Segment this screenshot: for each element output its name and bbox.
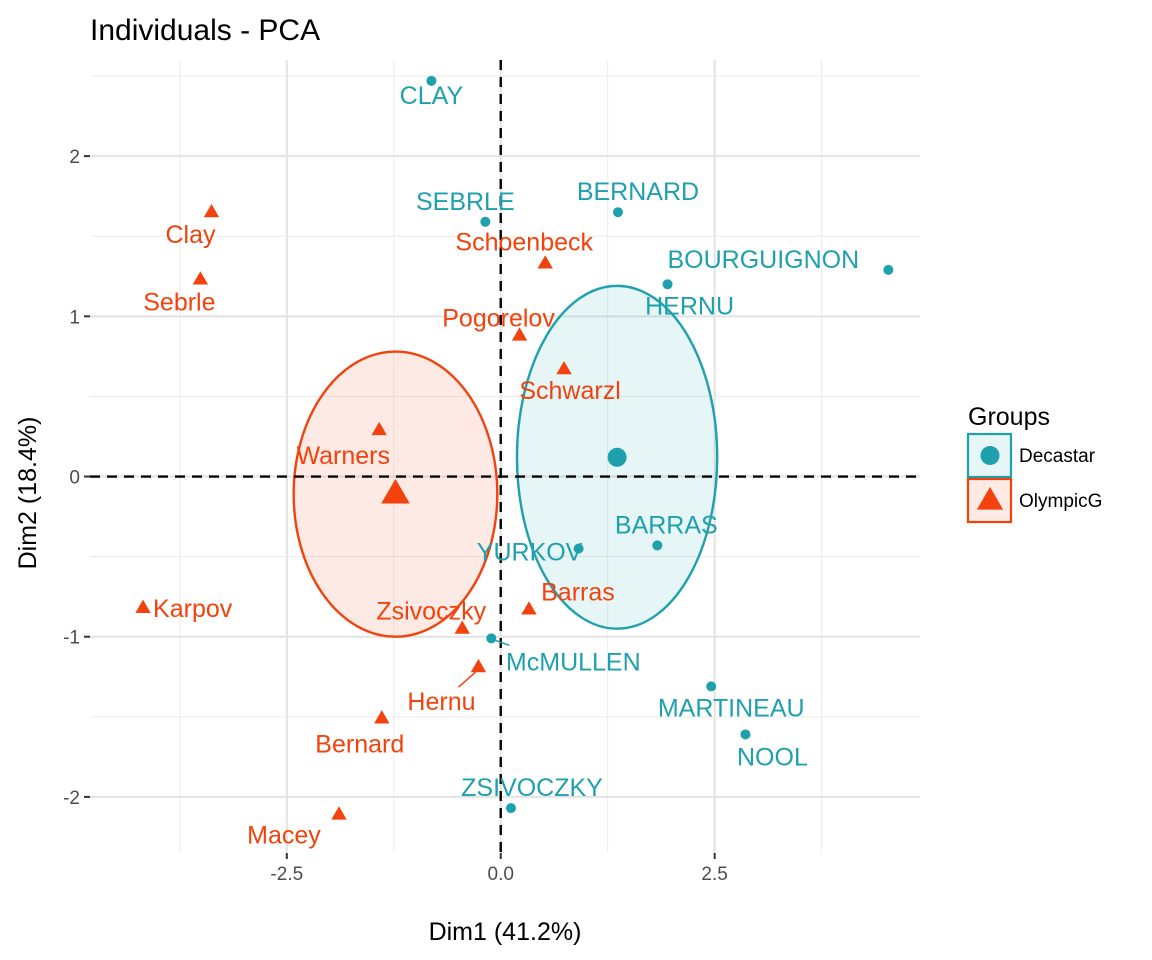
connector-mcmullen [495, 639, 510, 647]
point-bernard [374, 710, 390, 724]
connector-hernu [457, 671, 476, 688]
point-label-hernu: HERNU [645, 292, 734, 320]
point-label-barras: BARRAS [615, 511, 718, 539]
point-label-mcmullen: McMULLEN [506, 648, 641, 676]
point-warners [371, 421, 387, 436]
point-schwarzl [556, 360, 572, 375]
point-clay [203, 203, 220, 218]
y-tick-label: 0 [69, 468, 80, 489]
point-label-schoenbeck: Schoenbeck [455, 228, 593, 256]
point-label-bernard: BERNARD [577, 178, 699, 206]
point-label-schwarzl: Schwarzl [519, 377, 620, 405]
point-label-yurkov: YURKOV [477, 539, 583, 567]
x-tick-label: 0.0 [488, 864, 514, 885]
point-label-macey: Macey [247, 822, 321, 850]
x-tick-label: 2.5 [701, 864, 727, 885]
point-karpov [135, 599, 151, 613]
point-yurkov [573, 543, 584, 554]
y-axis-title: Dim2 (18.4%) [14, 417, 42, 570]
grid-major [90, 60, 920, 853]
y-tick-label: 1 [69, 307, 80, 328]
point-label-pogorelov: Pogorelov [442, 305, 555, 333]
point-bernard [612, 207, 623, 218]
y-tick-label: 2 [69, 147, 80, 168]
group-centroids [381, 447, 627, 504]
centroid-olympicg [381, 478, 410, 504]
point-bourguignon [883, 264, 894, 275]
legend-symbol-olympicg [976, 486, 1004, 510]
point-pogorelov [511, 327, 528, 341]
point-sebrle [480, 216, 491, 227]
point-clay [426, 75, 437, 86]
point-hernu [662, 279, 673, 290]
point-label-sebrle: SEBRLE [416, 188, 515, 216]
y-tick-label: -2 [63, 788, 80, 809]
point-zsivoczky [454, 620, 470, 634]
x-axis: -2.5 0.0 2.5 [270, 853, 728, 885]
data-points [135, 75, 894, 820]
point-sebrle [192, 271, 209, 285]
label-connectors [457, 639, 510, 688]
point-label-clay: Clay [165, 221, 216, 249]
point-nool [740, 729, 751, 740]
reference-lines [90, 60, 920, 853]
legend-label-olympicg: OlympicG [1019, 491, 1102, 512]
chart-title: Individuals - PCA [90, 14, 320, 47]
legend-label-decastar: Decastar [1019, 446, 1096, 467]
point-mcmullen [486, 633, 497, 644]
point-label-bernard: Bernard [315, 730, 404, 758]
point-label-nool: NOOL [737, 743, 808, 771]
point-label-warners: Warners [296, 442, 390, 470]
point-martineau [706, 681, 717, 692]
point-macey [331, 806, 347, 820]
point-label-zsivoczky: Zsivoczky [376, 598, 486, 626]
point-label-hernu: Hernu [407, 688, 475, 716]
point-barras [521, 601, 537, 615]
point-zsivoczky [505, 803, 516, 814]
grid-minor [90, 60, 920, 853]
point-label-sebrle: Sebrle [143, 288, 215, 316]
point-label-martineau: MARTINEAU [658, 694, 805, 722]
point-barras [652, 540, 663, 551]
y-axis: -2 -1 0 1 2 [63, 147, 90, 809]
point-schoenbeck [537, 255, 553, 269]
point-hernu [470, 658, 487, 673]
x-axis-title: Dim1 (41.2%) [429, 918, 582, 946]
y-tick-label: -1 [63, 628, 80, 649]
point-label-karpov: Karpov [153, 595, 233, 623]
centroid-decastar [607, 447, 627, 467]
legend-title: Groups [968, 403, 1050, 431]
point-label-zsivoczky: ZSIVOCZKY [461, 774, 603, 802]
point-labels: CLAY SEBRLE BERNARD BOURGUIGNON HERNU BARRAS Y… [143, 82, 859, 850]
point-label-bourguignon: BOURGUIGNON [667, 246, 859, 274]
plot-panel: CLAY SEBRLE BERNARD BOURGUIGNON HERNU BARRAS Y… [90, 60, 920, 853]
point-label-clay: CLAY [400, 82, 464, 110]
x-tick-label: -2.5 [270, 864, 303, 885]
legend-symbol-decastar [980, 446, 1000, 465]
legend: Groups Decastar OlympicG [966, 403, 1102, 524]
point-label-barras: Barras [541, 578, 615, 606]
